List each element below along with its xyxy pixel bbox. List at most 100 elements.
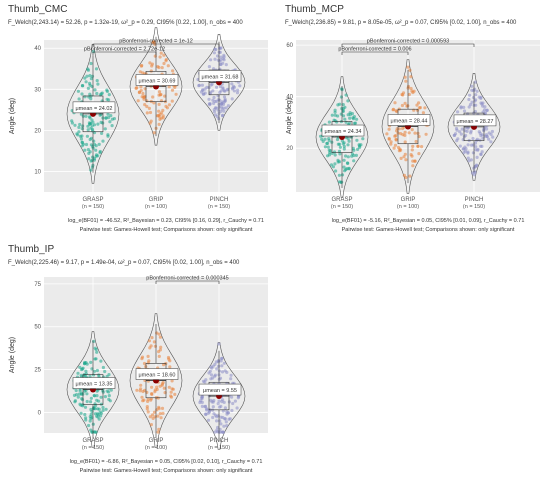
- data-point: [96, 407, 100, 411]
- data-point: [356, 147, 360, 151]
- x-tick-n: (n = 150): [208, 204, 230, 210]
- data-point: [150, 336, 154, 340]
- data-point: [74, 388, 78, 393]
- data-point: [466, 143, 470, 147]
- data-point: [87, 157, 91, 161]
- violin-shape: [315, 76, 369, 198]
- data-point: [411, 144, 415, 148]
- data-point: [207, 97, 211, 101]
- data-point: [86, 68, 90, 72]
- data-point: [393, 134, 397, 138]
- data-point: [326, 154, 330, 158]
- data-point: [135, 86, 139, 90]
- data-point: [344, 154, 348, 158]
- comparison-label: pBonferroni-corrected = 1e-12: [119, 39, 193, 45]
- data-point: [346, 161, 350, 165]
- data-point: [203, 404, 208, 408]
- data-point: [162, 53, 166, 57]
- data-point: [213, 374, 217, 378]
- x-tick-n: (n = 150): [463, 204, 485, 210]
- data-point: [159, 416, 163, 420]
- data-point: [473, 87, 477, 91]
- data-point: [411, 164, 415, 168]
- data-point: [209, 365, 213, 369]
- data-point: [88, 74, 92, 78]
- data-point: [219, 89, 223, 93]
- data-point: [213, 430, 217, 434]
- data-point: [470, 84, 474, 88]
- data-point: [76, 395, 80, 399]
- data-point: [149, 398, 153, 402]
- data-point: [223, 417, 227, 421]
- data-point: [350, 112, 354, 116]
- x-tick-label: PINCH: [210, 197, 229, 203]
- data-point: [157, 350, 161, 354]
- data-point: [153, 344, 157, 348]
- data-point: [85, 134, 89, 138]
- data-point: [78, 122, 82, 127]
- group-pinch: μmean = 31.68: [192, 34, 246, 131]
- data-point: [221, 86, 225, 90]
- data-point: [328, 151, 332, 155]
- data-point: [469, 131, 473, 135]
- data-point: [387, 136, 391, 141]
- data-point: [409, 153, 413, 157]
- x-tick-label: GRASP: [82, 197, 103, 203]
- data-point: [79, 411, 83, 415]
- data-point: [75, 132, 79, 136]
- mean-label: μmean = 13.35: [76, 382, 113, 388]
- data-point: [78, 134, 82, 138]
- data-point: [342, 144, 346, 149]
- data-point: [455, 128, 459, 132]
- mean-label-box: [321, 124, 365, 137]
- data-point: [342, 158, 346, 162]
- data-point: [341, 103, 345, 107]
- data-point: [342, 165, 346, 169]
- data-point: [229, 373, 233, 377]
- data-point: [224, 106, 228, 110]
- data-point: [387, 127, 391, 131]
- data-point: [238, 84, 242, 88]
- data-point: [214, 47, 218, 52]
- violin-shape: [129, 313, 183, 448]
- data-point: [235, 406, 239, 410]
- data-point: [140, 357, 144, 361]
- mean-label-box: [453, 114, 497, 127]
- data-point: [473, 141, 478, 145]
- data-point: [402, 173, 406, 177]
- data-point: [423, 106, 427, 110]
- data-point: [77, 130, 81, 134]
- data-point: [93, 346, 97, 350]
- data-point: [346, 143, 350, 147]
- y-tick-label: 40: [34, 46, 41, 52]
- data-point: [338, 102, 342, 106]
- data-point: [323, 137, 327, 141]
- data-point: [392, 146, 396, 150]
- data-point: [107, 93, 111, 97]
- data-point: [221, 113, 225, 117]
- data-point: [216, 360, 220, 364]
- data-point: [223, 369, 227, 373]
- data-point: [204, 412, 208, 416]
- data-point: [106, 134, 110, 138]
- data-point: [81, 366, 85, 370]
- data-point: [86, 124, 90, 128]
- data-point: [336, 158, 340, 162]
- data-point: [225, 424, 229, 428]
- data-point: [226, 104, 230, 108]
- mean-label-box: [135, 74, 179, 86]
- data-point: [462, 109, 467, 113]
- data-point: [89, 126, 93, 130]
- data-point: [458, 130, 462, 134]
- data-point: [230, 408, 234, 413]
- data-point: [150, 64, 154, 68]
- data-point: [358, 144, 362, 148]
- data-point: [410, 148, 414, 152]
- data-point: [393, 101, 397, 105]
- chart-title: Thumb_CMC: [8, 4, 67, 15]
- y-tick-label: 20: [34, 128, 41, 134]
- comparison-label: pBonferroni-corrected = 0.000593: [367, 39, 449, 45]
- data-point: [150, 413, 155, 417]
- data-point: [110, 117, 114, 121]
- data-point: [107, 98, 111, 102]
